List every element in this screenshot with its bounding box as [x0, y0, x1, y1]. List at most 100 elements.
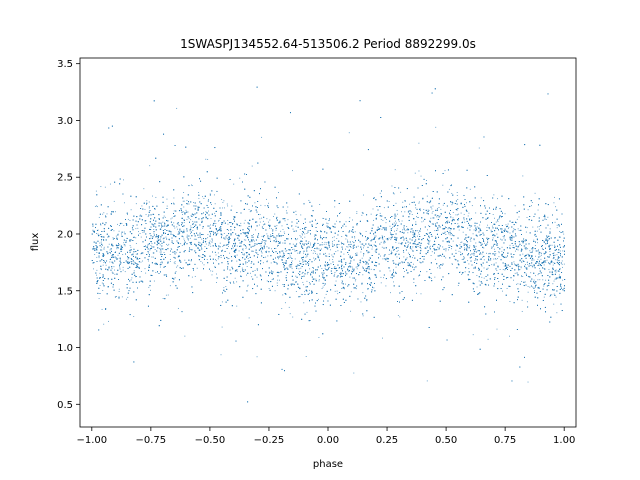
data-point: [101, 308, 103, 310]
data-point: [529, 286, 531, 288]
data-point: [388, 253, 390, 255]
data-point: [315, 253, 317, 254]
data-point: [463, 258, 465, 260]
data-point: [155, 262, 157, 264]
data-point: [517, 275, 519, 277]
data-point: [243, 232, 245, 234]
data-point: [124, 244, 126, 245]
data-point: [297, 252, 299, 254]
data-point: [397, 249, 399, 251]
data-point: [541, 247, 543, 249]
data-point: [521, 245, 522, 246]
data-point: [549, 295, 551, 297]
data-point: [165, 294, 167, 296]
data-point: [190, 215, 192, 217]
data-point: [266, 198, 267, 200]
data-point: [273, 236, 275, 238]
data-point: [532, 266, 534, 268]
data-point: [524, 245, 526, 247]
data-point: [436, 208, 438, 210]
data-point: [183, 222, 185, 223]
data-point: [166, 205, 168, 207]
data-point: [440, 208, 442, 210]
data-point: [301, 233, 303, 235]
data-point: [442, 184, 444, 186]
data-point: [288, 253, 290, 255]
data-point: [382, 337, 383, 339]
data-point: [414, 172, 416, 174]
data-point: [527, 275, 529, 277]
data-point: [527, 291, 529, 293]
data-point: [518, 230, 520, 231]
data-point: [525, 273, 527, 275]
data-point: [416, 216, 417, 218]
data-point: [495, 253, 497, 255]
data-point: [436, 216, 438, 218]
data-point: [284, 220, 286, 222]
data-point: [359, 260, 361, 262]
data-point: [496, 270, 498, 272]
data-point: [191, 184, 192, 186]
data-point: [350, 291, 352, 293]
data-point: [547, 216, 549, 218]
data-point: [507, 266, 509, 268]
data-point: [221, 301, 223, 303]
data-point: [556, 254, 558, 256]
data-point: [398, 247, 400, 249]
data-point: [291, 266, 293, 268]
data-point: [121, 233, 122, 235]
data-point: [339, 276, 341, 278]
data-point: [342, 281, 343, 282]
data-point: [396, 228, 398, 230]
data-point: [514, 272, 516, 274]
data-point: [499, 269, 501, 270]
data-point: [222, 207, 224, 209]
data-point: [277, 279, 279, 281]
data-point: [190, 219, 192, 221]
data-point: [380, 276, 382, 278]
data-point: [527, 285, 529, 287]
data-point: [123, 225, 125, 226]
data-point: [135, 228, 137, 230]
data-point: [133, 261, 135, 263]
data-point: [109, 183, 111, 185]
data-point: [524, 281, 526, 283]
data-point: [338, 267, 340, 269]
data-point: [540, 258, 542, 260]
data-point: [389, 267, 390, 269]
data-point: [241, 270, 243, 272]
data-point: [261, 252, 263, 254]
data-point: [160, 262, 162, 264]
data-point: [218, 219, 220, 221]
data-point: [171, 240, 173, 241]
data-point: [332, 225, 334, 227]
data-point: [348, 132, 350, 134]
data-point: [213, 194, 215, 196]
data-point: [198, 241, 200, 243]
data-point: [318, 248, 320, 250]
data-point: [371, 248, 373, 250]
data-point: [234, 277, 236, 279]
data-point: [426, 180, 427, 181]
data-point: [382, 258, 384, 260]
data-point: [341, 243, 343, 245]
data-point: [351, 266, 353, 268]
data-point: [501, 254, 503, 256]
data-point: [313, 235, 315, 237]
data-point: [488, 228, 490, 230]
data-point: [496, 233, 498, 235]
data-point: [190, 260, 192, 262]
data-point: [270, 228, 272, 230]
data-point: [369, 251, 371, 253]
data-point: [153, 213, 155, 215]
data-point: [236, 260, 238, 262]
data-point: [378, 238, 379, 240]
data-point: [140, 280, 142, 282]
data-point: [217, 252, 219, 254]
data-point: [261, 251, 263, 253]
data-point: [395, 220, 396, 222]
data-point: [540, 252, 542, 254]
data-point: [371, 246, 373, 248]
data-point: [259, 218, 261, 220]
data-point: [265, 251, 267, 252]
